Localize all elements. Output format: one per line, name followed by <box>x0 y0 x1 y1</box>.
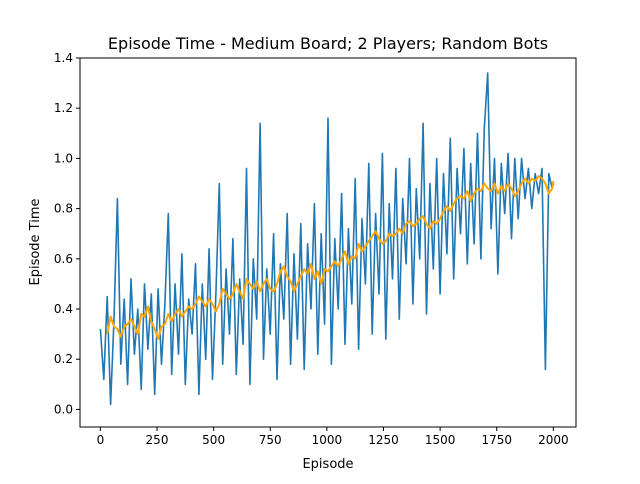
x-tick-label: 1500 <box>425 433 456 447</box>
x-tick-label: 500 <box>202 433 225 447</box>
x-tick-label: 0 <box>97 433 105 447</box>
y-axis-ticks: 0.0 0.2 0.4 0.6 0.8 1.0 1.2 1.4 <box>54 51 80 416</box>
x-tick-label: 2000 <box>538 433 569 447</box>
series-line-raw <box>99 72 555 406</box>
series-line-smoothed <box>106 175 555 341</box>
y-tick-label: 1.4 <box>54 51 73 65</box>
chart-title: Episode Time - Medium Board; 2 Players; … <box>108 34 548 53</box>
series-layer <box>99 72 555 406</box>
x-axis-label: Episode <box>302 457 353 472</box>
y-axis-label: Episode Time <box>28 198 43 285</box>
y-tick-label: 0.4 <box>54 302 73 316</box>
x-axis-ticks: 0 250 500 750 1000 1250 1500 1750 2000 <box>97 427 569 447</box>
y-tick-label: 0.6 <box>54 252 73 266</box>
y-tick-label: 0.2 <box>54 352 73 366</box>
x-tick-label: 1750 <box>481 433 512 447</box>
x-tick-label: 250 <box>146 433 169 447</box>
y-tick-label: 0.8 <box>54 202 73 216</box>
x-tick-label: 1250 <box>368 433 399 447</box>
y-tick-label: 1.2 <box>54 101 73 115</box>
y-tick-label: 0.0 <box>54 402 73 416</box>
x-tick-label: 1000 <box>312 433 343 447</box>
x-tick-label: 750 <box>259 433 282 447</box>
plot-area <box>99 72 555 406</box>
axes-frame <box>79 57 577 428</box>
y-tick-label: 1.0 <box>54 151 73 165</box>
